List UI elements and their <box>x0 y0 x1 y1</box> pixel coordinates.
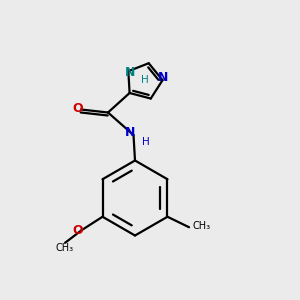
Text: N: N <box>125 66 135 79</box>
Text: H: H <box>142 136 150 147</box>
Text: O: O <box>73 224 83 237</box>
Text: CH₃: CH₃ <box>56 243 74 253</box>
Text: O: O <box>73 101 83 115</box>
Text: H: H <box>141 75 149 85</box>
Text: CH₃: CH₃ <box>193 221 211 231</box>
Text: N: N <box>125 126 135 140</box>
Text: N: N <box>158 71 168 84</box>
